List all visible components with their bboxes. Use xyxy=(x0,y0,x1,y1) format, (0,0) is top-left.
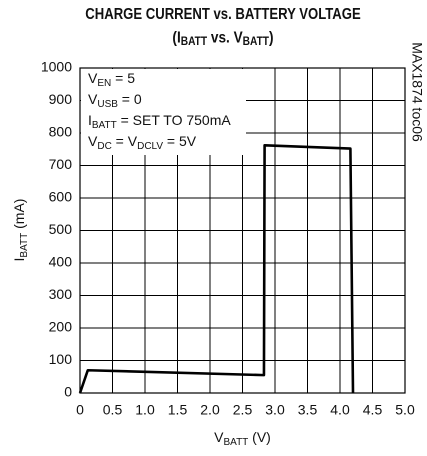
x-tick-label: 2.5 xyxy=(233,402,253,418)
text-part: V xyxy=(88,133,98,149)
side-note: MAX1874 toc06 xyxy=(409,42,425,142)
x-tick-label: 0.5 xyxy=(103,402,123,418)
x-tick-label: 5.0 xyxy=(395,402,415,418)
x-tick-label: 3.5 xyxy=(298,402,318,418)
y-tick-label: 900 xyxy=(49,91,73,107)
annotation: VDC = VDCLV = 5V xyxy=(88,133,197,152)
text-part: V xyxy=(214,429,224,445)
x-tick-label: 1.0 xyxy=(135,402,155,418)
y-tick-label: 400 xyxy=(49,254,73,270)
subscript: BATT xyxy=(19,233,30,258)
subscript: BATT xyxy=(181,35,208,48)
subscript: BATT xyxy=(92,120,117,131)
y-tick-label: 600 xyxy=(49,189,73,205)
text-part: vs. V xyxy=(207,29,243,46)
subscript: DCLV xyxy=(137,141,163,152)
x-tick-label: 4.0 xyxy=(330,402,350,418)
x-tick-label: 1.5 xyxy=(168,402,188,418)
y-tick-label: 700 xyxy=(49,156,73,172)
annotation-box xyxy=(81,69,246,155)
text-part: = SET TO 750mA xyxy=(117,112,232,128)
data-line xyxy=(78,144,355,394)
text-part: V xyxy=(88,70,98,86)
text-part: = V xyxy=(112,133,138,149)
subscript: EN xyxy=(97,78,111,89)
subscript: BATT xyxy=(223,437,248,448)
annotation: IBATT = SET TO 750mA xyxy=(88,112,231,131)
text-part: = 5 xyxy=(111,70,135,86)
subscript: BATT xyxy=(243,35,270,48)
x-tick-label: 3.0 xyxy=(265,402,285,418)
chart-subtitle: (IBATT vs. VBATT) xyxy=(172,29,273,48)
y-tick-label: 0 xyxy=(64,384,72,400)
text-part: (I xyxy=(172,29,180,46)
text-part: ) xyxy=(269,29,274,46)
text-part: = 0 xyxy=(118,91,142,107)
plot-frame xyxy=(79,67,406,394)
y-tick-label: 100 xyxy=(49,351,73,367)
chart-title: CHARGE CURRENT vs. BATTERY VOLTAGE xyxy=(85,6,361,23)
text-part: I xyxy=(88,112,92,128)
text-part: V xyxy=(88,91,98,107)
text-part: I xyxy=(11,258,27,262)
annotation: VEN = 5 xyxy=(88,70,135,89)
x-tick-label: 2.0 xyxy=(200,402,220,418)
y-tick-label: 500 xyxy=(49,221,73,237)
x-axis-label: VBATT (V) xyxy=(214,429,271,448)
y-tick-label: 800 xyxy=(49,124,73,140)
subscript: USB xyxy=(97,99,118,110)
y-axis-label: IBATT (mA) xyxy=(11,199,30,262)
y-tick-label: 200 xyxy=(49,319,73,335)
text-part: (V) xyxy=(248,429,271,445)
y-tick-label: 1000 xyxy=(41,59,72,75)
subscript: DC xyxy=(97,141,111,152)
annotation: VUSB = 0 xyxy=(88,91,142,110)
text-part: = 5V xyxy=(163,133,197,149)
x-tick-label: 0 xyxy=(76,402,84,418)
y-tick-label: 300 xyxy=(49,286,73,302)
text-part: (mA) xyxy=(11,199,27,233)
x-tick-label: 4.5 xyxy=(363,402,383,418)
